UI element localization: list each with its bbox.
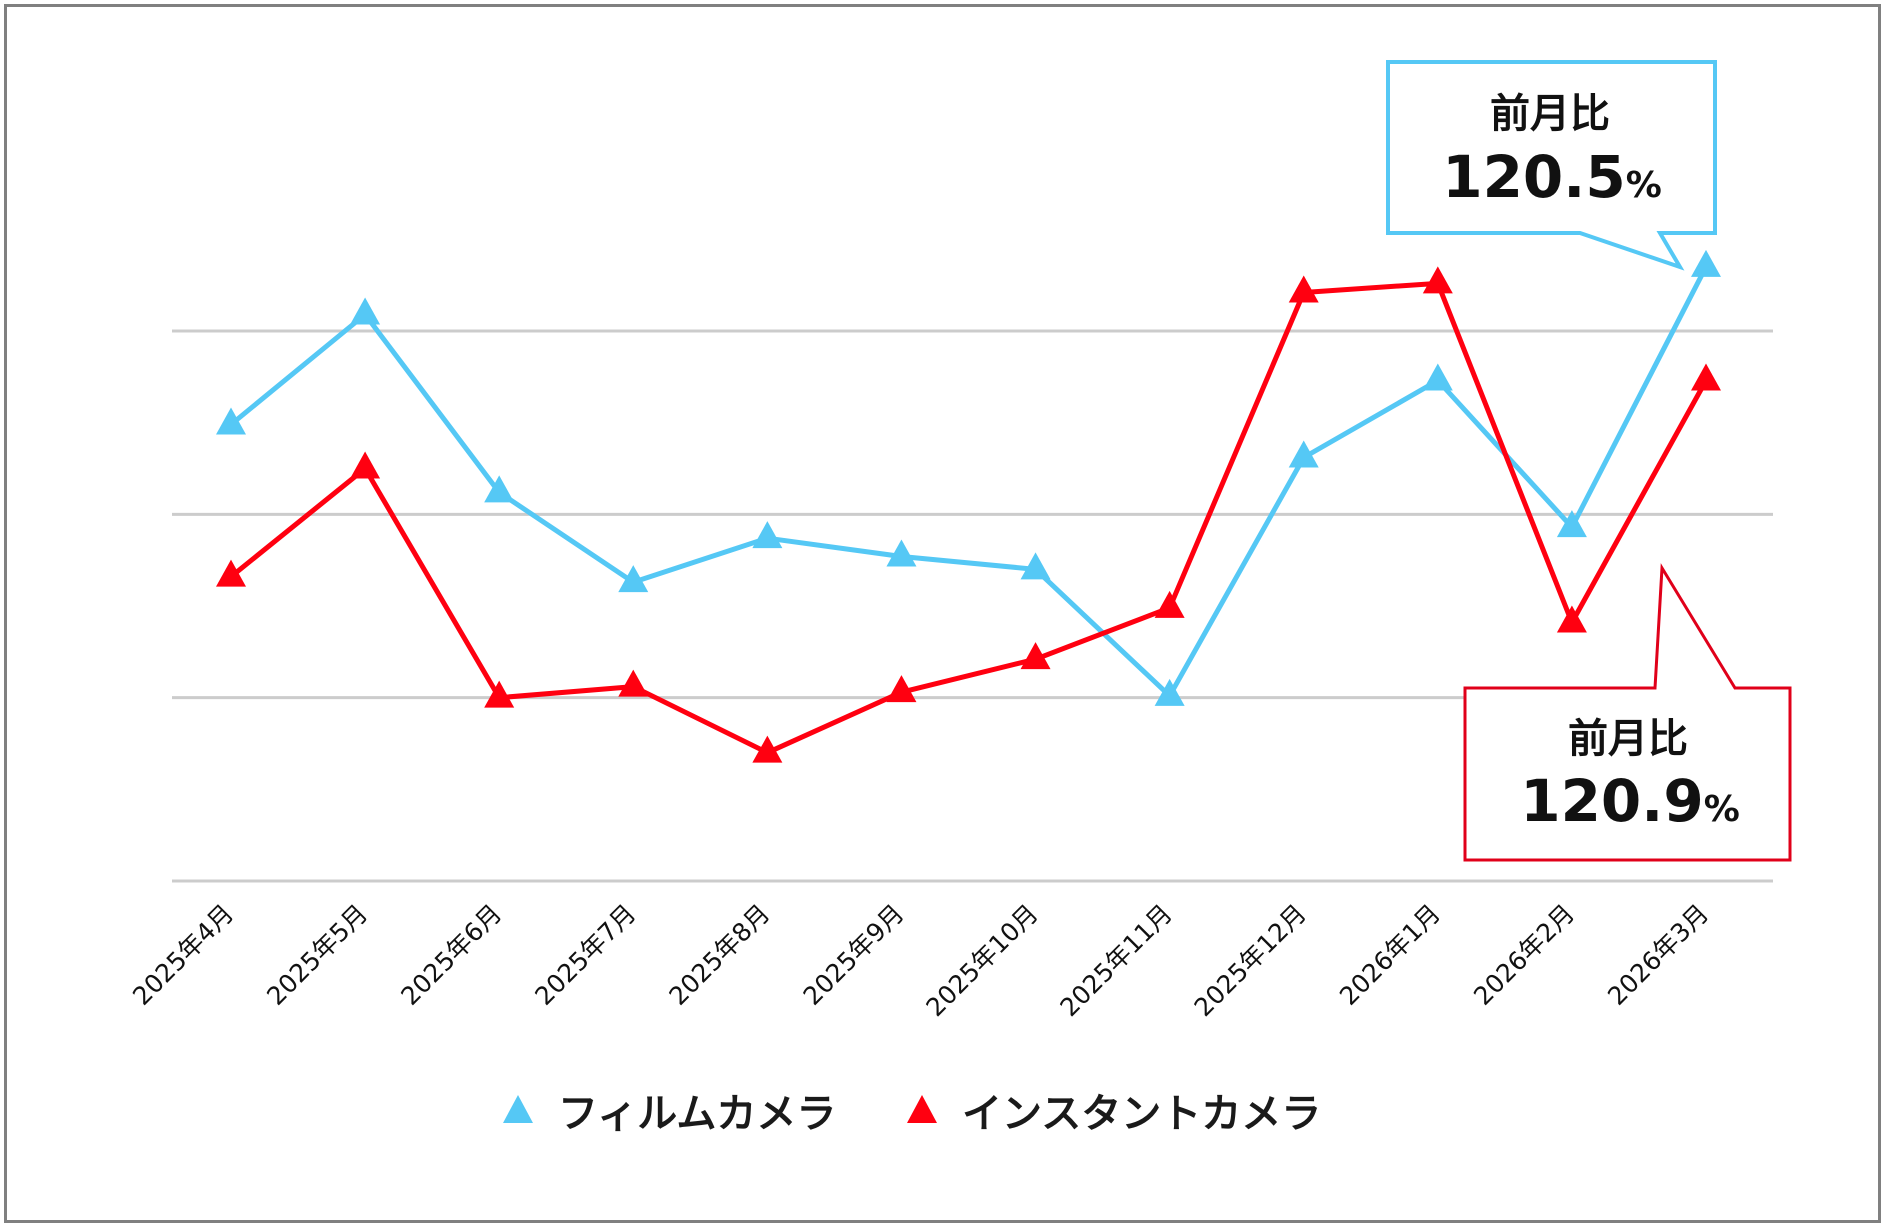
series-lines <box>216 249 1721 763</box>
triangle-marker-icon <box>1154 678 1185 706</box>
x-axis-tick-label: 2025年10月 <box>920 899 1043 1022</box>
film-callout-value: 120.5% <box>1442 143 1662 211</box>
film-callout-unit: % <box>1626 165 1662 206</box>
x-axis-tick-label: 2025年11月 <box>1055 899 1178 1022</box>
triangle-marker-icon <box>752 521 783 549</box>
instant-callout: 前月比 120.9% <box>1463 563 1792 862</box>
film-callout-number: 120.5 <box>1442 143 1625 211</box>
x-axis-tick-label: 2025年7月 <box>529 899 641 1011</box>
film-callout: 前月比 120.5% <box>1386 60 1717 271</box>
instant-callout-label: 前月比 <box>1568 716 1688 762</box>
triangle-marker-icon <box>1691 363 1721 391</box>
triangle-marker-icon <box>1288 275 1319 303</box>
x-axis-tick-label: 2025年6月 <box>395 899 507 1011</box>
instant-callout-value: 120.9% <box>1520 767 1740 835</box>
triangle-marker-icon <box>1020 642 1051 670</box>
legend-item-instant: インスタントカメラ <box>907 1091 1321 1137</box>
legend-label-instant: インスタントカメラ <box>962 1091 1321 1137</box>
triangle-marker-icon <box>1422 363 1453 391</box>
x-axis-tick-label: 2025年5月 <box>261 899 373 1011</box>
x-axis-tick-label: 2026年1月 <box>1334 899 1446 1011</box>
triangle-marker-icon <box>1288 440 1319 468</box>
triangle-marker-icon <box>484 680 515 708</box>
x-axis-tick-label: 2025年12月 <box>1189 899 1312 1022</box>
instant-callout-number: 120.9 <box>1520 767 1703 835</box>
triangle-marker-icon <box>216 559 246 587</box>
triangle-marker-icon <box>1556 510 1587 538</box>
legend-item-film: フィルムカメラ <box>503 1091 836 1137</box>
series-instant-camera <box>216 266 1721 763</box>
instant-callout-bubble <box>1463 563 1792 862</box>
legend-label-film: フィルムカメラ <box>558 1091 836 1137</box>
x-axis-labels: 2025年4月 2025年5月 2025年6月 2025年7月 2025年8月 2025年… <box>127 899 1714 1022</box>
series-film-camera <box>216 249 1721 706</box>
triangle-marker-icon <box>907 1095 937 1123</box>
triangle-marker-icon <box>618 565 649 593</box>
triangle-marker-icon <box>1556 605 1587 633</box>
x-axis-tick-label: 2025年9月 <box>798 899 910 1011</box>
film-callout-label: 前月比 <box>1490 91 1610 137</box>
x-axis-tick-label: 2026年2月 <box>1468 899 1580 1011</box>
triangle-marker-icon <box>1154 590 1185 618</box>
triangle-marker-icon <box>503 1095 533 1123</box>
film-callout-bubble <box>1386 60 1717 271</box>
triangle-marker-icon <box>1020 552 1051 580</box>
triangle-marker-icon <box>484 475 515 503</box>
x-axis-tick-label: 2026年3月 <box>1602 899 1714 1011</box>
triangle-marker-icon <box>216 407 246 435</box>
triangle-marker-icon <box>752 735 783 763</box>
triangle-marker-icon <box>1422 266 1453 294</box>
triangle-marker-icon <box>886 539 917 567</box>
triangle-marker-icon <box>350 297 381 325</box>
instant-callout-unit: % <box>1704 789 1740 830</box>
series-line <box>229 280 1709 756</box>
triangle-marker-icon <box>886 675 917 703</box>
x-axis-tick-label: 2025年8月 <box>664 899 776 1011</box>
x-axis-tick-label: 2025年4月 <box>127 899 239 1011</box>
triangle-marker-icon <box>618 669 649 697</box>
triangle-marker-icon <box>1691 249 1721 277</box>
triangle-marker-icon <box>350 451 381 479</box>
series-line <box>229 265 1709 699</box>
legend: フィルムカメラ インスタントカメラ <box>503 1091 1321 1137</box>
